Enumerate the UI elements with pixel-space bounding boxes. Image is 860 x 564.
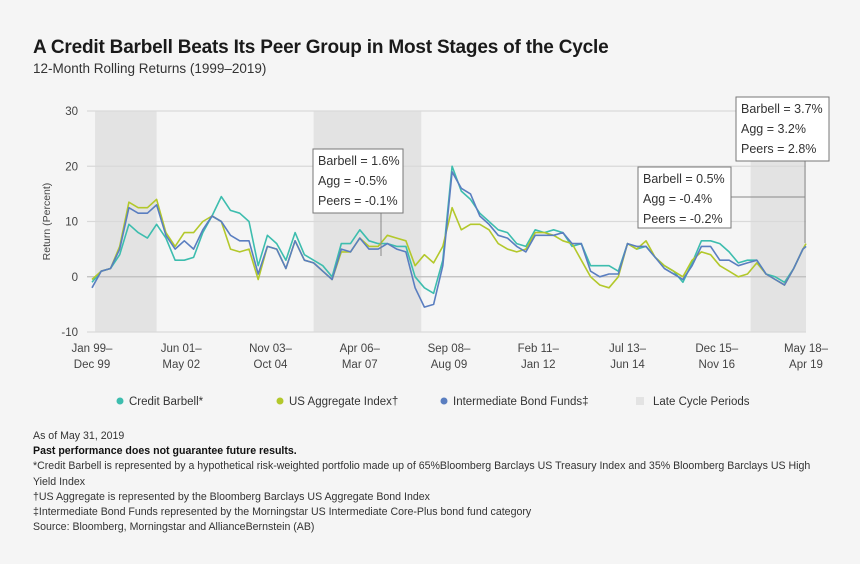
footnote-aggregate: †US Aggregate is represented by the Bloo… — [33, 490, 430, 503]
source-note: Source: Bloomberg, Morningstar and Allia… — [33, 521, 315, 534]
x-tick-label: Nov 16 — [699, 359, 735, 371]
y-axis-label: Return (Percent) — [41, 183, 53, 261]
annotation-box — [735, 96, 830, 162]
x-tick-label: May 18– — [784, 343, 829, 355]
annotation-text: Agg = -0.4% — [643, 192, 712, 206]
annotation-box — [637, 166, 732, 229]
x-tick-label: Mar 07 — [342, 359, 378, 371]
legend-label: Late Cycle Periods — [653, 396, 750, 408]
legend-label: US Aggregate Index† — [289, 396, 398, 408]
y-tick-label: 0 — [72, 272, 78, 284]
annotation-box — [312, 148, 404, 214]
x-tick-label: Dec 99 — [74, 359, 110, 371]
annotation-text: Barbell = 3.7% — [741, 102, 823, 116]
annotation-text: Agg = -0.5% — [318, 174, 387, 188]
x-tick-label: Aug 09 — [431, 359, 467, 371]
x-tick-label: Nov 03– — [249, 343, 292, 355]
footnotes: As of May 31, 2019 Past performance does… — [33, 429, 833, 535]
legend-marker-1 — [276, 397, 284, 405]
legend-marker-late-cycle — [636, 397, 644, 405]
annotation-text: Barbell = 1.6% — [318, 154, 400, 168]
annotation-text: Peers = -0.2% — [643, 212, 723, 226]
chart-title: A Credit Barbell Beats Its Peer Group in… — [33, 37, 609, 58]
x-tick-label: Apr 19 — [789, 359, 823, 371]
footnote-barbell: *Credit Barbell is represented by a hypo… — [33, 460, 811, 488]
y-tick-label: 20 — [65, 161, 78, 173]
x-tick-label: Oct 04 — [254, 359, 288, 371]
x-tick-label: Jan 12 — [521, 359, 556, 371]
y-tick-label: 30 — [65, 106, 78, 118]
legend-marker-0 — [116, 397, 124, 405]
x-tick-label: Feb 11– — [518, 343, 560, 355]
as-of-date: As of May 31, 2019 — [33, 430, 125, 442]
line-chart: 30 20 10 0 -10 Return (Percent) Jan 99– Dec 99 J… — [41, 96, 830, 408]
annotation-text: Peers = 2.8% — [741, 142, 816, 156]
series-line-2 — [91, 171, 807, 308]
x-tick-label: Apr 06– — [340, 343, 381, 355]
legend-marker-2 — [440, 397, 448, 405]
x-tick-label: Jan 99– — [72, 343, 114, 355]
x-tick-label: Sep 08– — [428, 343, 471, 355]
y-tick-label: 10 — [65, 217, 78, 229]
legend-label: Intermediate Bond Funds‡ — [453, 396, 589, 408]
annotation-text: Barbell = 0.5% — [643, 172, 725, 186]
y-tick-label: -10 — [61, 327, 78, 339]
x-tick-label: Dec 15– — [695, 343, 738, 355]
legend-label: Credit Barbell* — [129, 396, 204, 408]
x-tick-label: Jun 14 — [610, 359, 645, 371]
annotation-text: Agg = 3.2% — [741, 122, 806, 136]
disclaimer: Past performance does not guarantee futu… — [33, 445, 297, 458]
annotation-text: Peers = -0.1% — [318, 194, 398, 208]
x-tick-label: May 02 — [162, 359, 200, 371]
footnote-bond-funds: ‡Intermediate Bond Funds represented by … — [33, 506, 532, 519]
x-tick-label: Jul 13– — [609, 343, 647, 355]
chart-subtitle: 12-Month Rolling Returns (1999–2019) — [33, 61, 267, 76]
x-tick-label: Jun 01– — [161, 343, 203, 355]
